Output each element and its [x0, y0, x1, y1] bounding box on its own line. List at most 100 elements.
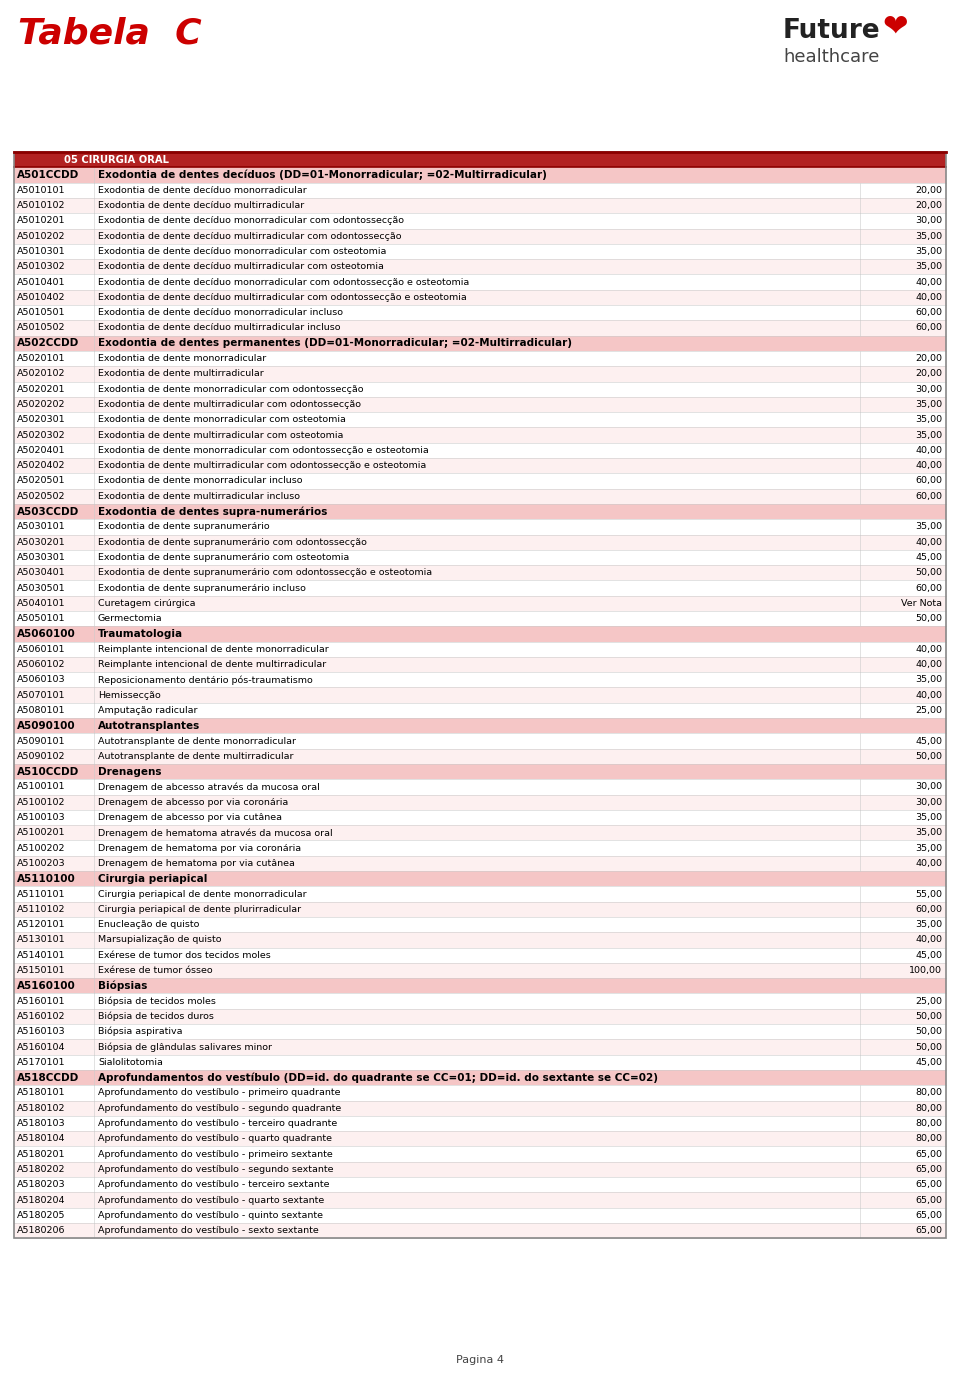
Text: A5040101: A5040101: [17, 599, 65, 608]
Text: Exodontia de dente decíduo monorradicular com odontossecção e osteotomia: Exodontia de dente decíduo monorradicula…: [98, 278, 469, 286]
Bar: [14, 749, 946, 764]
Text: A5010402: A5010402: [17, 293, 65, 302]
Bar: [14, 183, 946, 198]
Text: Aprofundamento do vestíbulo - segundo quadrante: Aprofundamento do vestíbulo - segundo qu…: [98, 1104, 341, 1113]
Text: A5160104: A5160104: [17, 1042, 65, 1052]
Text: A5030201: A5030201: [17, 538, 65, 546]
Text: 35,00: 35,00: [915, 828, 942, 837]
Text: 35,00: 35,00: [915, 675, 942, 685]
Text: Exodontia de dente monorradicular com odontossecção: Exodontia de dente monorradicular com od…: [98, 384, 364, 394]
Text: 40,00: 40,00: [915, 293, 942, 302]
Text: Aprofundamento do vestíbulo - terceiro sextante: Aprofundamento do vestíbulo - terceiro s…: [98, 1180, 329, 1189]
Text: Exodontia de dente monorradicular com odontossecção e osteotomia: Exodontia de dente monorradicular com od…: [98, 446, 429, 455]
Text: A5140101: A5140101: [17, 951, 65, 960]
Text: Exodontia de dente monorradicular: Exodontia de dente monorradicular: [98, 353, 266, 363]
Text: Drenagem de hematoma por via cutânea: Drenagem de hematoma por via cutânea: [98, 859, 295, 868]
Text: Exodontia de dente decíduo multirradicular: Exodontia de dente decíduo multirradicul…: [98, 201, 304, 210]
Text: 45,00: 45,00: [915, 1058, 942, 1067]
Text: A5020501: A5020501: [17, 476, 65, 485]
Bar: [14, 351, 946, 366]
Text: 40,00: 40,00: [915, 645, 942, 654]
Text: A5020302: A5020302: [17, 430, 65, 440]
Bar: [14, 474, 946, 489]
Bar: [14, 1207, 946, 1222]
Text: ❤: ❤: [882, 14, 907, 43]
Text: Aprofundamento do vestíbulo - primeiro sextante: Aprofundamento do vestíbulo - primeiro s…: [98, 1150, 333, 1158]
Text: A5020201: A5020201: [17, 384, 65, 394]
Text: Aprofundamento do vestíbulo - segundo sextante: Aprofundamento do vestíbulo - segundo se…: [98, 1165, 333, 1173]
Bar: [14, 795, 946, 810]
Text: 35,00: 35,00: [915, 247, 942, 256]
Text: Exodontia de dente multirradicular incluso: Exodontia de dente multirradicular inclu…: [98, 492, 300, 500]
Bar: [14, 1070, 946, 1085]
Text: 50,00: 50,00: [915, 615, 942, 623]
Text: A5030301: A5030301: [17, 553, 65, 562]
Text: 60,00: 60,00: [915, 492, 942, 500]
Bar: [14, 703, 946, 718]
Text: A5010201: A5010201: [17, 217, 65, 225]
Bar: [14, 1024, 946, 1039]
Text: Exodontia de dentes supra-numerários: Exodontia de dentes supra-numerários: [98, 506, 327, 517]
Text: 65,00: 65,00: [915, 1180, 942, 1189]
Text: Marsupialização de quisto: Marsupialização de quisto: [98, 936, 222, 944]
Text: A5180201: A5180201: [17, 1150, 65, 1158]
Text: 60,00: 60,00: [915, 324, 942, 332]
Bar: [14, 872, 946, 887]
Text: A5180205: A5180205: [17, 1211, 65, 1220]
Bar: [14, 168, 946, 183]
Bar: [14, 443, 946, 458]
Text: 35,00: 35,00: [915, 430, 942, 440]
Text: A5070101: A5070101: [17, 690, 65, 700]
Bar: [14, 856, 946, 872]
Bar: [14, 841, 946, 856]
Text: 50,00: 50,00: [915, 1027, 942, 1037]
Text: Exodontia de dente multirradicular: Exodontia de dente multirradicular: [98, 369, 264, 379]
Bar: [14, 458, 946, 474]
Text: 45,00: 45,00: [915, 736, 942, 746]
Text: Biópsia aspirativa: Biópsia aspirativa: [98, 1027, 182, 1037]
Text: Reimplante intencional de dente monorradicular: Reimplante intencional de dente monorrad…: [98, 645, 328, 654]
Text: 25,00: 25,00: [915, 996, 942, 1006]
Text: Exodontia de dente decíduo multirradicular com odontossecção e osteotomia: Exodontia de dente decíduo multirradicul…: [98, 293, 467, 302]
Bar: [14, 641, 946, 657]
Text: A5020402: A5020402: [17, 461, 65, 471]
Text: Cirurgia periapical: Cirurgia periapical: [98, 873, 207, 884]
Text: A5080101: A5080101: [17, 705, 65, 715]
Text: 60,00: 60,00: [915, 476, 942, 485]
Text: Pagina 4: Pagina 4: [456, 1355, 504, 1365]
Text: Hemissecção: Hemissecção: [98, 690, 160, 700]
Text: 35,00: 35,00: [915, 921, 942, 929]
Bar: [14, 550, 946, 566]
Text: A5180103: A5180103: [17, 1119, 65, 1127]
Text: Autotransplante de dente multirradicular: Autotransplante de dente multirradicular: [98, 752, 294, 761]
Bar: [14, 520, 946, 535]
Text: Aprofundamentos do vestíbulo (DD=id. do quadrante se CC=01; DD=id. do sextante s: Aprofundamentos do vestíbulo (DD=id. do …: [98, 1073, 658, 1083]
Text: A5090100: A5090100: [17, 721, 76, 731]
Bar: [14, 214, 946, 229]
Bar: [14, 566, 946, 580]
Text: Amputação radicular: Amputação radicular: [98, 705, 198, 715]
Text: Biópsia de glândulas salivares minor: Biópsia de glândulas salivares minor: [98, 1042, 272, 1052]
Text: Drenagem de abcesso através da mucosa oral: Drenagem de abcesso através da mucosa or…: [98, 782, 320, 792]
Text: A5180204: A5180204: [17, 1196, 65, 1204]
Bar: [14, 152, 946, 168]
Text: 50,00: 50,00: [915, 1011, 942, 1021]
Text: Exérese de tumor dos tecidos moles: Exérese de tumor dos tecidos moles: [98, 951, 271, 960]
Bar: [14, 1178, 946, 1193]
Text: Exodontia de dente decíduo monorradicular: Exodontia de dente decíduo monorradicula…: [98, 186, 307, 194]
Text: 20,00: 20,00: [915, 369, 942, 379]
Text: A5060100: A5060100: [17, 629, 76, 638]
Text: Exodontia de dente supranumerário: Exodontia de dente supranumerário: [98, 522, 270, 531]
Text: Exodontia de dente multirradicular com osteotomia: Exodontia de dente multirradicular com o…: [98, 430, 344, 440]
Bar: [14, 229, 946, 244]
Bar: [14, 305, 946, 320]
Text: A5160101: A5160101: [17, 996, 65, 1006]
Text: 60,00: 60,00: [915, 584, 942, 592]
Text: 35,00: 35,00: [915, 522, 942, 531]
Text: Exodontia de dente supranumerário incluso: Exodontia de dente supranumerário inclus…: [98, 584, 306, 592]
Text: Exodontia de dente decíduo monorradicular com odontossecção: Exodontia de dente decíduo monorradicula…: [98, 217, 404, 225]
Bar: [14, 1162, 946, 1178]
Text: Exodontia de dente supranumerário com osteotomia: Exodontia de dente supranumerário com os…: [98, 553, 349, 562]
Text: 65,00: 65,00: [915, 1227, 942, 1235]
Text: Exodontia de dente supranumerário com odontossecção e osteotomia: Exodontia de dente supranumerário com od…: [98, 569, 432, 577]
